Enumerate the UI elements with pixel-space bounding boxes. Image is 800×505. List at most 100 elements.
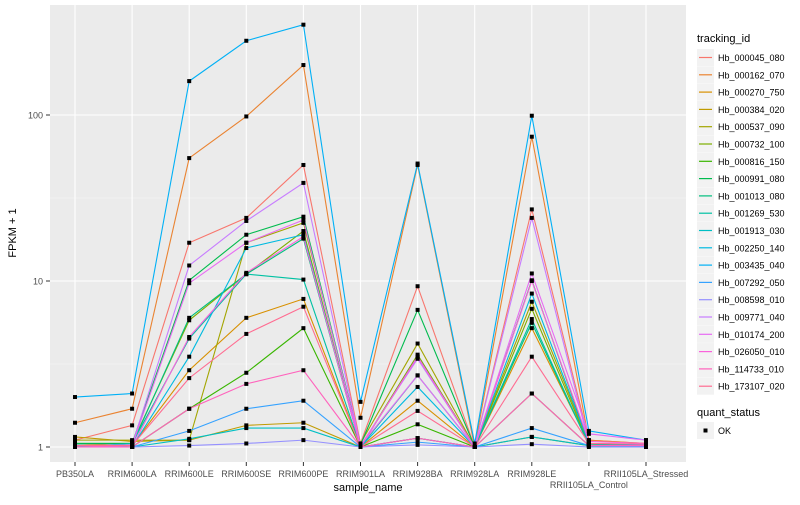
legend-label: Hb_001269_530: [718, 209, 785, 219]
data-point: [586, 439, 591, 444]
data-point: [301, 162, 306, 167]
data-point: [301, 438, 306, 443]
data-point: [187, 376, 192, 381]
data-point: [244, 114, 249, 119]
data-points: [73, 22, 648, 449]
data-point: [244, 218, 249, 223]
data-point: [529, 317, 534, 322]
data-point: [586, 441, 591, 446]
legend-label: Hb_000537_090: [718, 122, 785, 132]
data-point: [529, 434, 534, 439]
data-point: [529, 442, 534, 447]
data-point: [644, 438, 648, 443]
x-axis: PB350LA RRIM600LA RRIM600LE RRIM600SE RRIM60…: [56, 462, 688, 490]
data-point: [244, 441, 249, 446]
data-point: [301, 218, 306, 223]
y-tick-label: 10: [33, 277, 43, 287]
y-axis-title: FPKM + 1: [7, 208, 19, 257]
legend-label: Hb_000991_080: [718, 174, 785, 184]
data-point: [187, 281, 192, 286]
data-point: [472, 445, 477, 449]
x-axis-title: sample_name: [333, 482, 402, 494]
legend-label: Hb_173107_020: [718, 382, 785, 392]
data-point: [301, 398, 306, 403]
legend-label: Hb_000384_020: [718, 105, 785, 115]
data-point: [244, 246, 249, 251]
data-point: [472, 441, 477, 446]
data-point: [244, 331, 249, 336]
legend-label: Hb_007292_050: [718, 278, 785, 288]
data-point: [529, 271, 534, 276]
data-point: [415, 284, 420, 289]
gridlines: [50, 5, 686, 462]
data-point: [187, 278, 192, 283]
data-point: [244, 270, 249, 275]
x-tick-label: RRII105LA_Control: [550, 480, 628, 490]
data-point: [415, 422, 420, 427]
y-tick-label: 100: [28, 111, 43, 121]
data-point: [529, 279, 534, 283]
x-tick-label: RRIM600LE: [165, 469, 214, 479]
data-point: [529, 215, 534, 220]
data-point: [586, 443, 591, 448]
data-point: [415, 354, 420, 359]
plot-panel: [50, 5, 686, 462]
legend-label: Hb_000270_750: [718, 88, 785, 98]
data-point: [358, 415, 363, 420]
data-point: [244, 38, 249, 43]
data-point: [187, 354, 192, 359]
data-point: [586, 428, 591, 433]
data-point: [187, 443, 192, 448]
legend-label: Hb_000162_070: [718, 70, 785, 80]
legend-label: Hb_003435_040: [718, 261, 785, 271]
data-point: [301, 22, 306, 27]
data-point: [586, 431, 591, 436]
x-tick-label: RRIM600PE: [278, 469, 328, 479]
data-point: [301, 220, 306, 225]
legend-label: OK: [718, 426, 731, 436]
data-point: [301, 368, 306, 373]
x-tick-label: RRIM928LE: [507, 469, 556, 479]
data-point: [529, 134, 534, 139]
data-point: [301, 296, 306, 301]
data-point: [301, 277, 306, 282]
legend-label: Hb_008598_010: [718, 295, 785, 305]
data-point: [187, 406, 192, 411]
legend-label: Hb_000732_100: [718, 140, 785, 150]
data-point: [244, 240, 249, 245]
legend-label: Hb_026050_010: [718, 347, 785, 357]
data-point: [187, 240, 192, 245]
data-point: [415, 356, 420, 361]
data-point: [73, 443, 77, 448]
legend-tracking-id: tracking_id Hb_000045_080 Hb_000162_070 Hb…: [697, 33, 785, 395]
data-point: [415, 442, 420, 447]
data-point: [130, 406, 135, 411]
data-point: [529, 326, 534, 331]
data-point: [415, 408, 420, 413]
data-point: [529, 113, 534, 118]
data-point: [644, 442, 648, 447]
data-point: [301, 180, 306, 185]
legend-label: Hb_114733_010: [718, 364, 784, 374]
legend-label: Hb_000816_150: [718, 157, 785, 167]
data-point: [529, 426, 534, 431]
data-point: [244, 423, 249, 428]
data-point: [358, 399, 363, 404]
data-point: [187, 334, 192, 339]
y-tick-label: 1: [38, 443, 43, 453]
data-point: [529, 391, 534, 396]
y-axis: 1 10 100: [28, 111, 50, 453]
legend-label: Hb_001913_030: [718, 226, 785, 236]
data-point: [73, 395, 77, 400]
data-point: [415, 436, 420, 441]
data-point: [415, 341, 420, 346]
data-point: [130, 391, 135, 396]
data-point: [358, 445, 363, 449]
x-tick-label: PB350LA: [56, 469, 94, 479]
x-tick-label: RRIM928LA: [450, 469, 499, 479]
data-point: [73, 438, 77, 443]
data-point: [130, 443, 135, 448]
data-point: [244, 406, 249, 411]
x-tick-label: RRIM600SE: [221, 469, 271, 479]
